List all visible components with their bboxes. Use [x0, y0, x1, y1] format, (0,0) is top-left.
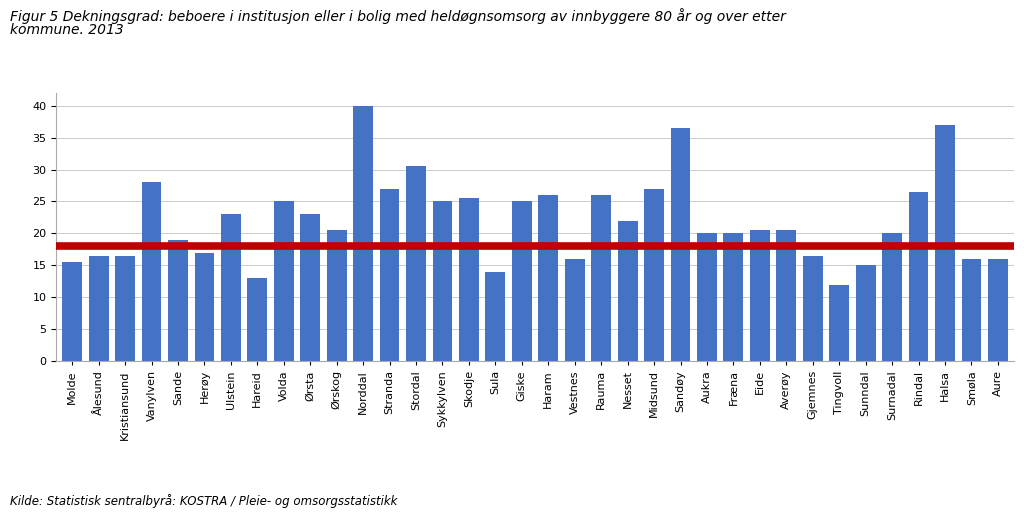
- Bar: [407, 166, 426, 361]
- Bar: [273, 201, 294, 361]
- Text: kommune. 2013: kommune. 2013: [10, 23, 124, 37]
- Bar: [776, 230, 797, 361]
- Bar: [829, 284, 849, 361]
- Bar: [671, 128, 690, 361]
- Bar: [115, 256, 135, 361]
- Bar: [591, 195, 611, 361]
- Bar: [432, 201, 453, 361]
- Text: Kilde: Statistisk sentralbyrå: KOSTRA / Pleie- og omsorgsstatistikk: Kilde: Statistisk sentralbyrå: KOSTRA / …: [10, 494, 397, 508]
- Bar: [988, 259, 1008, 361]
- Bar: [565, 259, 585, 361]
- Bar: [380, 189, 399, 361]
- Bar: [962, 259, 981, 361]
- Bar: [89, 256, 109, 361]
- Bar: [512, 201, 531, 361]
- Bar: [856, 265, 876, 361]
- Bar: [248, 278, 267, 361]
- Bar: [485, 272, 505, 361]
- Bar: [539, 195, 558, 361]
- Bar: [62, 262, 82, 361]
- Bar: [327, 230, 346, 361]
- Bar: [697, 233, 717, 361]
- Bar: [168, 240, 187, 361]
- Bar: [908, 192, 929, 361]
- Bar: [935, 125, 955, 361]
- Bar: [750, 230, 770, 361]
- Bar: [459, 198, 479, 361]
- Text: Figur 5 Dekningsgrad: beboere i institusjon eller i bolig med heldøgnsomsorg av : Figur 5 Dekningsgrad: beboere i institus…: [10, 8, 786, 24]
- Bar: [883, 233, 902, 361]
- Bar: [644, 189, 664, 361]
- Bar: [221, 214, 241, 361]
- Bar: [724, 233, 743, 361]
- Bar: [195, 253, 214, 361]
- Bar: [803, 256, 822, 361]
- Bar: [141, 182, 162, 361]
- Bar: [617, 221, 638, 361]
- Bar: [300, 214, 321, 361]
- Bar: [353, 106, 373, 361]
